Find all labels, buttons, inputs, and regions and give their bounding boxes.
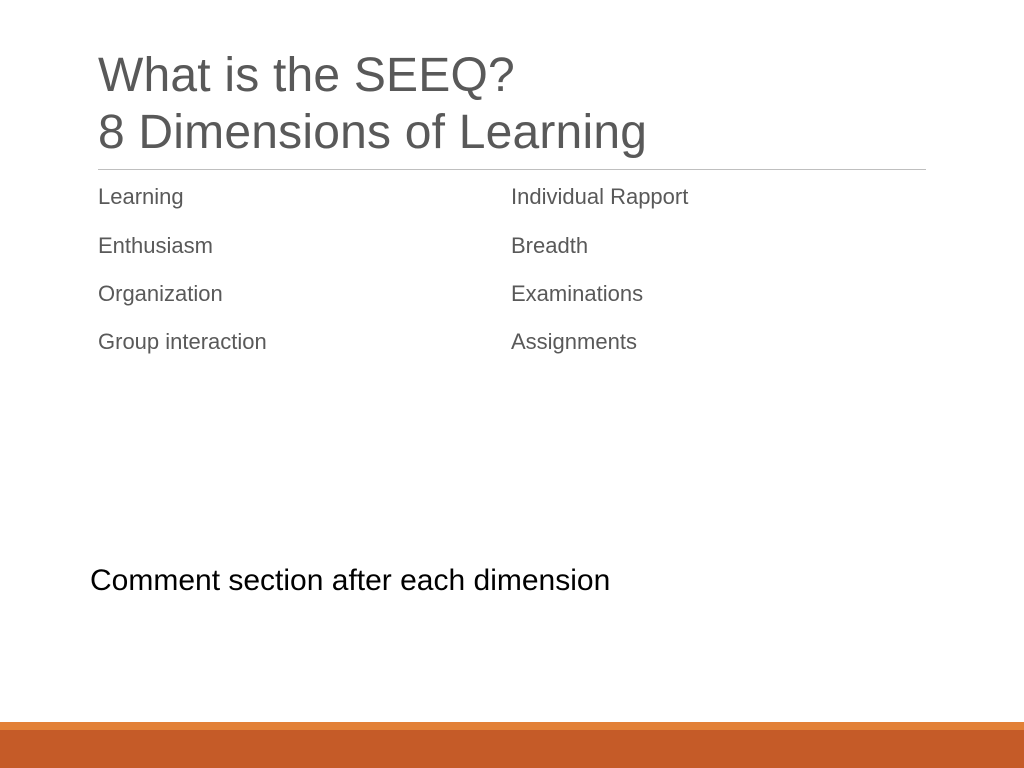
dimension-item: Organization <box>98 281 511 307</box>
dimension-item: Examinations <box>511 281 924 307</box>
dimension-item: Assignments <box>511 329 924 355</box>
footer-bar-thick <box>0 730 1024 768</box>
dimension-item: Group interaction <box>98 329 511 355</box>
slide-container: What is the SEEQ? 8 Dimensions of Learni… <box>0 0 1024 768</box>
dimension-item: Breadth <box>511 233 924 259</box>
footnote-text: Comment section after each dimension <box>90 564 610 598</box>
title-block: What is the SEEQ? 8 Dimensions of Learni… <box>98 48 926 161</box>
dimension-item: Individual Rapport <box>511 184 924 210</box>
footer-bar <box>0 722 1024 768</box>
dimensions-left-column: Learning Enthusiasm Organization Group i… <box>98 184 511 378</box>
title-line-1: What is the SEEQ? <box>98 48 926 105</box>
dimensions-right-column: Individual Rapport Breadth Examinations … <box>511 184 924 378</box>
dimensions-columns: Learning Enthusiasm Organization Group i… <box>98 184 926 378</box>
dimension-item: Learning <box>98 184 511 210</box>
dimension-item: Enthusiasm <box>98 233 511 259</box>
title-line-2: 8 Dimensions of Learning <box>98 105 926 162</box>
footer-bar-thin <box>0 722 1024 730</box>
title-underline <box>98 169 926 170</box>
